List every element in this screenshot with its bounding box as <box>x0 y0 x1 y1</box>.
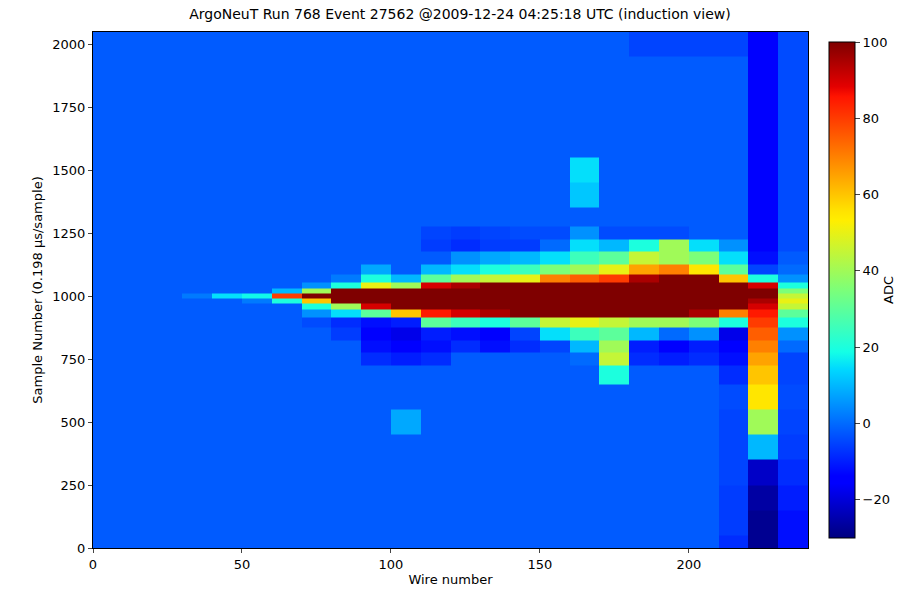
svg-text:60: 60 <box>863 187 880 202</box>
svg-text:150: 150 <box>527 557 552 572</box>
svg-text:2000: 2000 <box>52 37 85 52</box>
svg-text:−20: −20 <box>863 492 890 507</box>
svg-text:Sample Number (0.198 μs/sample: Sample Number (0.198 μs/sample) <box>30 176 45 403</box>
svg-text:ADC: ADC <box>881 276 896 304</box>
svg-text:1250: 1250 <box>52 226 85 241</box>
svg-text:20: 20 <box>863 340 880 355</box>
svg-text:80: 80 <box>863 111 880 126</box>
svg-text:Wire number: Wire number <box>408 572 493 587</box>
svg-text:100: 100 <box>379 557 404 572</box>
svg-text:0: 0 <box>89 557 97 572</box>
svg-text:50: 50 <box>234 557 251 572</box>
svg-text:100: 100 <box>863 35 888 50</box>
svg-text:500: 500 <box>61 415 86 430</box>
svg-text:250: 250 <box>61 478 86 493</box>
svg-text:750: 750 <box>61 352 86 367</box>
svg-text:200: 200 <box>676 557 701 572</box>
svg-text:1000: 1000 <box>52 289 85 304</box>
svg-text:ArgoNeuT Run 768 Event 27562 @: ArgoNeuT Run 768 Event 27562 @2009-12-24… <box>189 6 731 22</box>
svg-text:0: 0 <box>77 541 85 556</box>
svg-text:40: 40 <box>863 263 880 278</box>
svg-text:1750: 1750 <box>52 100 85 115</box>
svg-text:0: 0 <box>863 416 871 431</box>
svg-text:1500: 1500 <box>52 163 85 178</box>
